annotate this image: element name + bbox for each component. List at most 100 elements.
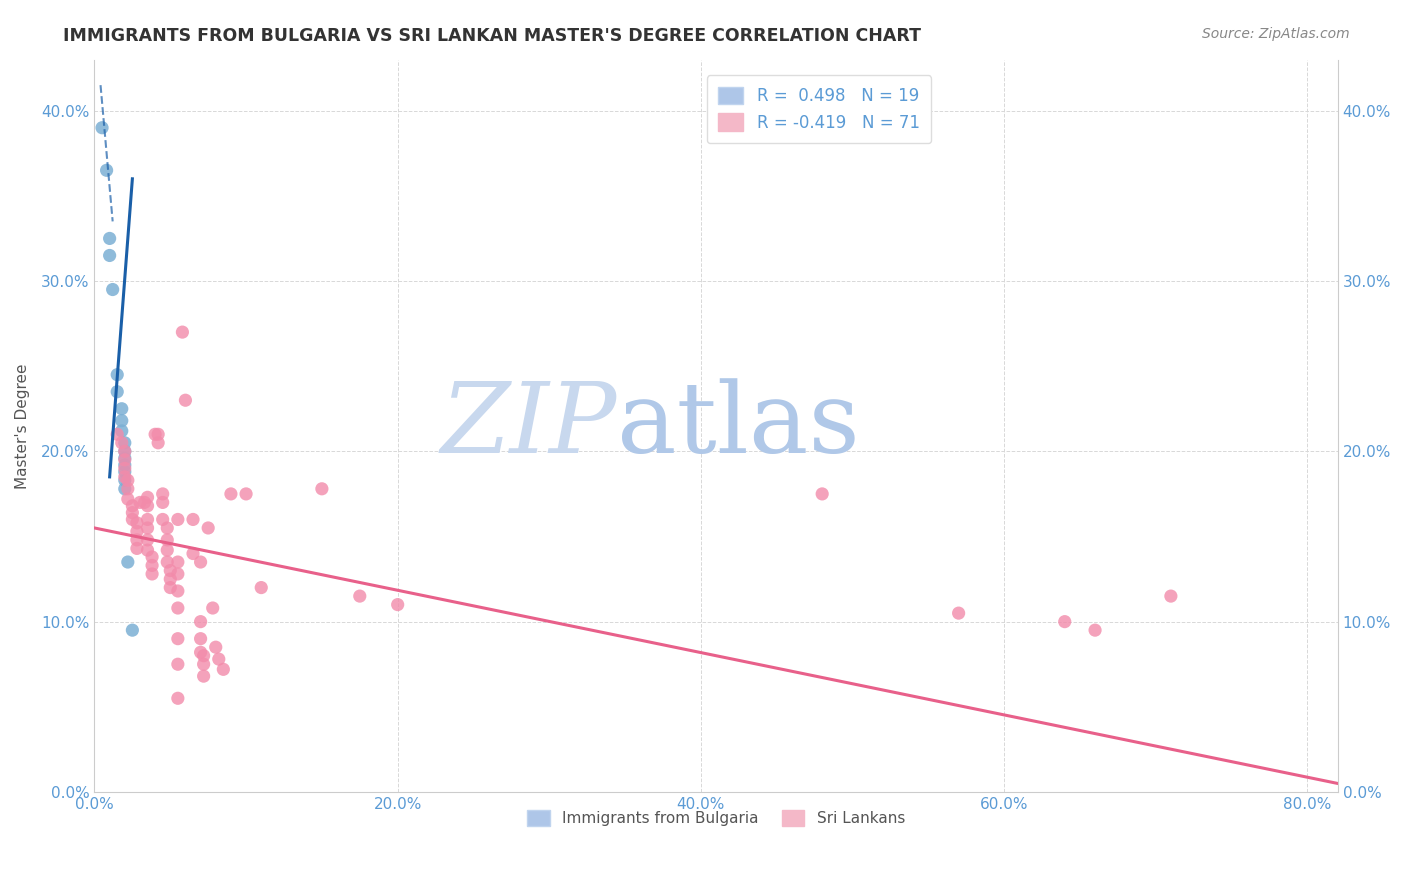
Point <box>136 491 159 505</box>
Point <box>166 555 188 569</box>
Point <box>197 521 219 535</box>
Point <box>111 424 134 438</box>
Point <box>125 524 148 539</box>
Point <box>125 533 148 547</box>
Point <box>156 533 179 547</box>
Point <box>1084 623 1107 637</box>
Point <box>1160 589 1182 603</box>
Point <box>117 482 139 496</box>
Point <box>250 581 273 595</box>
Point <box>156 521 179 535</box>
Point <box>129 495 152 509</box>
Point <box>121 623 143 637</box>
Point <box>117 473 139 487</box>
Point <box>152 495 174 509</box>
Point <box>125 541 148 556</box>
Point <box>219 487 242 501</box>
Text: atlas: atlas <box>617 378 859 474</box>
Point <box>141 549 163 564</box>
Point <box>190 615 212 629</box>
Point <box>159 581 181 595</box>
Point <box>121 512 143 526</box>
Point <box>111 414 134 428</box>
Point <box>134 495 156 509</box>
Legend: Immigrants from Bulgaria, Sri Lankans: Immigrants from Bulgaria, Sri Lankans <box>517 801 914 836</box>
Point <box>101 283 124 297</box>
Point <box>190 645 212 659</box>
Point <box>166 657 188 672</box>
Point <box>98 231 121 245</box>
Y-axis label: Master's Degree: Master's Degree <box>15 363 30 489</box>
Point <box>190 555 212 569</box>
Point <box>98 248 121 262</box>
Point <box>121 499 143 513</box>
Point <box>143 427 166 442</box>
Point <box>349 589 371 603</box>
Point <box>117 491 139 506</box>
Point <box>387 598 409 612</box>
Point <box>114 465 136 479</box>
Point <box>235 487 257 501</box>
Point <box>125 516 148 530</box>
Point <box>152 512 174 526</box>
Point <box>190 632 212 646</box>
Point <box>105 368 128 382</box>
Text: IMMIGRANTS FROM BULGARIA VS SRI LANKAN MASTER'S DEGREE CORRELATION CHART: IMMIGRANTS FROM BULGARIA VS SRI LANKAN M… <box>63 27 921 45</box>
Point <box>91 120 114 135</box>
Point <box>159 572 181 586</box>
Point <box>146 435 169 450</box>
Point <box>166 584 188 599</box>
Point <box>172 325 194 339</box>
Point <box>121 506 143 520</box>
Point <box>136 512 159 526</box>
Point <box>114 444 136 458</box>
Point <box>166 691 188 706</box>
Point <box>114 451 136 466</box>
Point <box>811 487 834 501</box>
Point <box>114 461 136 475</box>
Point <box>166 512 188 526</box>
Point <box>156 555 179 569</box>
Point <box>166 601 188 615</box>
Point <box>181 547 204 561</box>
Point <box>117 555 139 569</box>
Point <box>136 543 159 558</box>
Point <box>136 521 159 535</box>
Point <box>193 669 215 683</box>
Point <box>111 435 134 450</box>
Point <box>146 427 169 442</box>
Point <box>136 499 159 513</box>
Point <box>114 473 136 487</box>
Point <box>114 444 136 458</box>
Point <box>208 652 231 666</box>
Point <box>114 453 136 467</box>
Point <box>181 512 204 526</box>
Text: Source: ZipAtlas.com: Source: ZipAtlas.com <box>1202 27 1350 41</box>
Point <box>111 401 134 416</box>
Point <box>193 648 215 663</box>
Point <box>948 606 970 620</box>
Point <box>105 427 128 442</box>
Point <box>159 564 181 578</box>
Point <box>166 632 188 646</box>
Point <box>141 566 163 581</box>
Point <box>212 662 235 676</box>
Text: ZIP: ZIP <box>440 378 617 474</box>
Point <box>141 558 163 573</box>
Point <box>96 163 118 178</box>
Point <box>114 482 136 496</box>
Point <box>114 435 136 450</box>
Point <box>311 482 333 496</box>
Point <box>114 470 136 484</box>
Point <box>114 458 136 472</box>
Point <box>174 393 197 408</box>
Point <box>193 657 215 672</box>
Point <box>105 384 128 399</box>
Point <box>152 487 174 501</box>
Point <box>1053 615 1076 629</box>
Point <box>136 533 159 547</box>
Point <box>204 640 226 655</box>
Point <box>156 543 179 558</box>
Point <box>201 601 224 615</box>
Point <box>166 566 188 581</box>
